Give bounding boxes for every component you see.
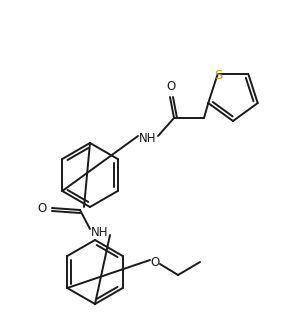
Text: S: S — [214, 70, 223, 83]
Text: O: O — [166, 81, 176, 94]
Text: O: O — [150, 255, 160, 268]
Text: O: O — [37, 202, 47, 215]
Text: NH: NH — [139, 132, 157, 145]
Text: NH: NH — [91, 225, 109, 238]
